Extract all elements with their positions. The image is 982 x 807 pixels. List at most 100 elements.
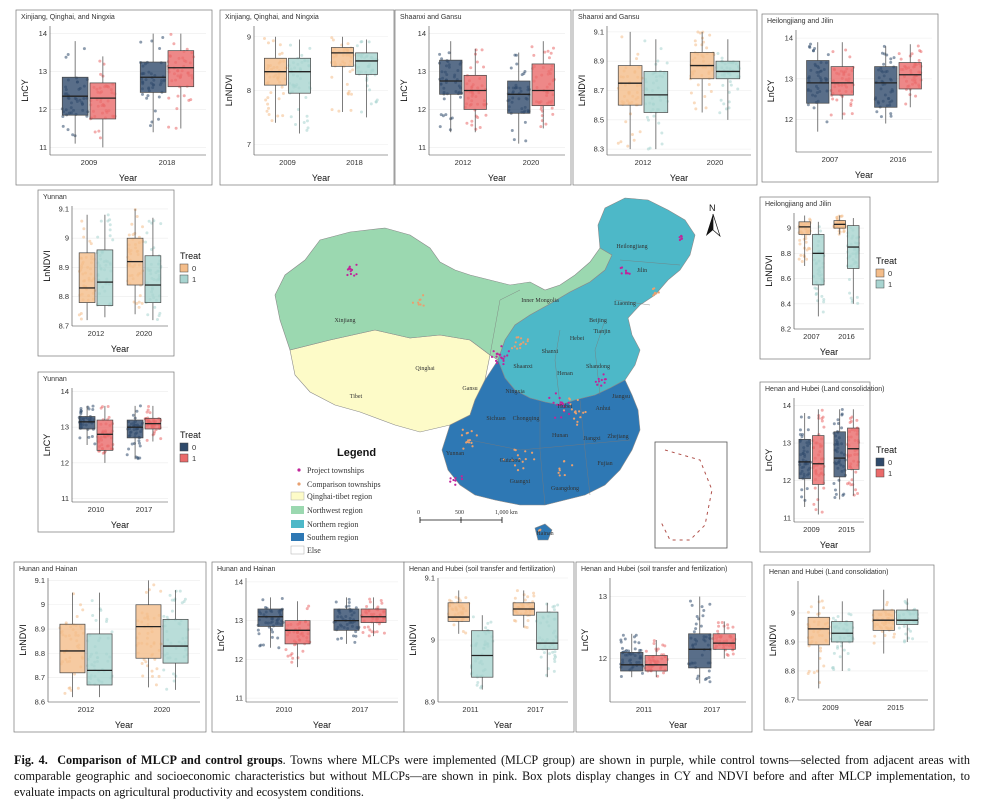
data-point — [346, 42, 350, 46]
data-point — [513, 596, 517, 600]
data-point — [155, 318, 159, 322]
data-point — [800, 260, 804, 264]
data-point — [330, 108, 334, 112]
y-tick-label: 11 — [39, 143, 47, 152]
data-point — [353, 640, 357, 644]
data-point — [127, 447, 131, 451]
data-point — [836, 418, 840, 422]
data-point — [899, 57, 903, 61]
data-point — [99, 406, 103, 410]
y-tick-label: 8.7 — [785, 696, 795, 705]
data-point — [847, 668, 851, 672]
data-point — [885, 600, 889, 604]
township-dot — [502, 458, 506, 461]
data-point — [267, 112, 271, 116]
township-dot — [355, 263, 358, 266]
x-tick-label: 2017 — [352, 705, 369, 714]
south-china-sea-inset — [654, 441, 728, 549]
township-dot — [495, 352, 498, 355]
legend-qinghai-tibet: Qinghai-tibet region — [307, 492, 372, 501]
data-point — [159, 437, 163, 441]
data-point — [619, 638, 623, 642]
data-point — [855, 418, 859, 422]
data-point — [64, 621, 68, 625]
township-dot — [349, 270, 352, 273]
data-point — [66, 128, 70, 132]
data-point — [444, 113, 448, 117]
data-point — [911, 637, 915, 641]
legend-northern: Northern region — [307, 520, 358, 529]
data-point — [91, 613, 95, 617]
y-axis-label: LnNDVI — [224, 75, 234, 107]
box-1 — [531, 63, 555, 107]
data-point — [307, 604, 311, 608]
township-dot — [557, 471, 560, 474]
data-point — [632, 138, 636, 142]
box-0 — [798, 221, 811, 235]
data-point — [656, 674, 660, 678]
data-point — [697, 617, 701, 621]
box-1 — [830, 66, 854, 96]
data-point — [346, 92, 350, 96]
data-point — [108, 223, 112, 227]
data-point — [716, 621, 720, 625]
data-point — [470, 119, 474, 123]
data-point — [708, 33, 712, 37]
data-point — [470, 123, 474, 127]
data-point — [854, 470, 858, 474]
panel-title: Heilongjiang and Jilin — [765, 201, 831, 208]
y-axis-label: LnNDVI — [408, 624, 418, 656]
map-legend-title: Legend — [337, 447, 376, 459]
data-point — [656, 647, 660, 651]
y-tick-label: 9.1 — [59, 204, 69, 213]
data-point — [849, 483, 853, 487]
data-point — [808, 45, 812, 49]
data-point — [482, 65, 486, 69]
data-point — [302, 120, 306, 124]
data-point — [286, 654, 290, 658]
data-point — [368, 600, 372, 604]
data-point — [359, 40, 363, 44]
data-point — [170, 609, 174, 613]
data-point — [90, 434, 94, 438]
data-point — [296, 656, 300, 660]
province-label: Tianjin — [593, 329, 610, 335]
data-point — [267, 106, 271, 110]
data-point — [150, 674, 154, 678]
data-point — [820, 599, 824, 603]
data-point — [889, 114, 893, 118]
township-dot — [475, 434, 478, 437]
data-point — [690, 603, 694, 607]
data-point — [731, 652, 735, 656]
township-dot — [507, 350, 510, 353]
data-point — [150, 221, 154, 225]
x-axis-label: Year — [670, 173, 688, 183]
data-point — [812, 671, 816, 675]
data-point — [172, 679, 176, 683]
box-1 — [162, 618, 189, 664]
data-point — [729, 83, 733, 87]
x-axis-label: Year — [312, 173, 330, 183]
data-point — [907, 627, 911, 631]
panel-title: Henan and Hubei (Land consolidation) — [765, 386, 884, 393]
data-point — [290, 652, 294, 656]
data-point — [131, 413, 135, 417]
data-point — [442, 97, 446, 101]
data-point — [266, 41, 270, 45]
data-point — [703, 94, 707, 98]
data-point — [63, 691, 67, 695]
panel-title: Shaanxi and Gansu — [578, 14, 640, 21]
data-point — [447, 51, 451, 55]
township-dot — [567, 401, 570, 404]
legend-northwest: Northwest region — [307, 506, 363, 515]
y-tick-label: 12 — [599, 654, 607, 663]
box-0 — [507, 80, 531, 114]
data-point — [347, 601, 351, 605]
township-dot — [558, 396, 561, 400]
data-point — [726, 623, 730, 627]
figure-title: Comparison of MLCP and control groups — [57, 753, 283, 767]
data-point — [169, 32, 173, 36]
data-point — [106, 404, 110, 408]
data-point — [694, 622, 698, 626]
province-label: Gansu — [462, 386, 477, 392]
